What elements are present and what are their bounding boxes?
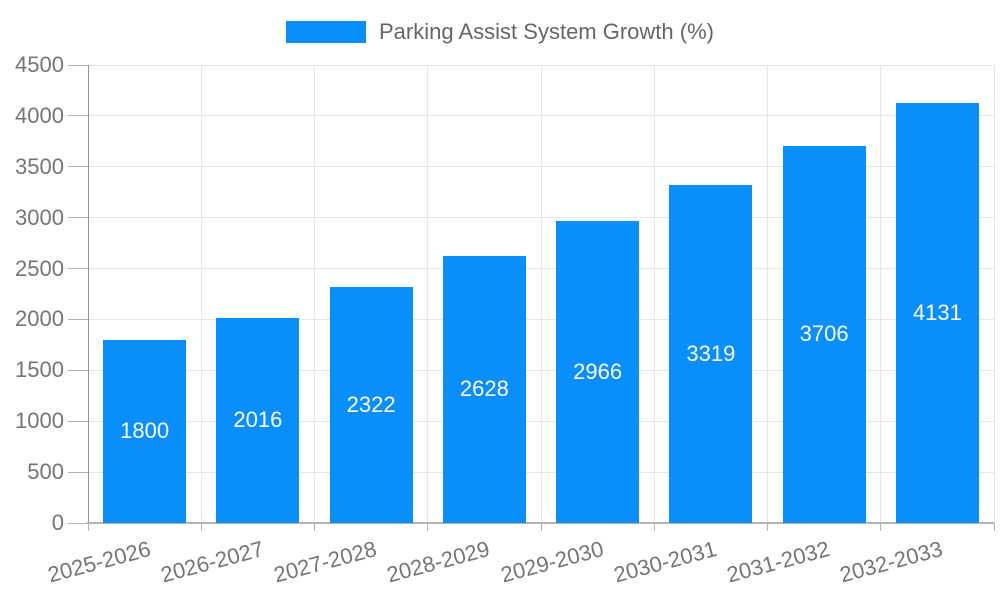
- x-gridline: [314, 65, 315, 523]
- bar: 3319: [669, 185, 753, 523]
- bar-value-label: 2322: [346, 391, 396, 417]
- bar-value-label: 2016: [233, 407, 283, 433]
- y-tick-mark: [68, 217, 88, 219]
- y-tick-mark: [68, 166, 88, 168]
- legend-label: Parking Assist System Growth (%): [379, 19, 714, 44]
- y-tick-label: 500: [27, 459, 64, 485]
- bar: 2966: [556, 221, 640, 523]
- y-tick-mark: [68, 471, 88, 473]
- x-tick-mark: [880, 523, 882, 531]
- x-tick-mark: [653, 523, 655, 531]
- x-gridline: [653, 65, 655, 523]
- x-gridline: [200, 65, 202, 523]
- y-tick-mark: [68, 64, 88, 66]
- y-tick-label: 3500: [15, 153, 64, 179]
- bar: 1800: [103, 339, 187, 523]
- x-tick-mark: [540, 523, 542, 531]
- y-tick-mark: [68, 369, 88, 371]
- bar: 2628: [442, 255, 526, 523]
- y-tick-label: 1500: [15, 357, 64, 383]
- bar: 2322: [329, 286, 413, 523]
- x-tick-mark: [767, 523, 768, 531]
- x-tick-mark: [314, 523, 315, 531]
- bar: 4131: [895, 102, 979, 523]
- y-axis-line: [88, 65, 89, 523]
- y-tick-label: 4500: [15, 52, 64, 77]
- x-gridline: [767, 65, 768, 523]
- y-tick-label: 3000: [15, 204, 64, 230]
- y-tick-mark: [68, 522, 88, 524]
- y-tick-label: 4000: [15, 102, 64, 128]
- y-tick-label: 2000: [15, 306, 64, 332]
- x-tick-mark: [993, 523, 995, 531]
- bar-value-label: 2966: [573, 359, 623, 385]
- y-tick-mark: [68, 420, 88, 422]
- x-tick-mark: [427, 523, 429, 531]
- y-tick-mark: [68, 318, 88, 320]
- x-gridline: [540, 65, 542, 523]
- y-tick-mark: [68, 268, 88, 270]
- y-tick-mark: [68, 115, 88, 117]
- x-gridline: [880, 65, 882, 523]
- bar: 2016: [216, 317, 300, 523]
- y-tick-label: 0: [51, 510, 64, 535]
- x-gridline: [993, 65, 995, 523]
- x-gridline: [427, 65, 429, 523]
- x-tick-mark: [87, 523, 89, 531]
- bar-value-label: 3319: [686, 341, 736, 367]
- bar-value-label: 1800: [120, 418, 170, 444]
- legend-swatch: [286, 21, 366, 43]
- y-tick-label: 2500: [15, 255, 64, 281]
- chart-legend: Parking Assist System Growth (%): [0, 19, 1000, 45]
- plot-area: 0 500 1000 1500 2000 2500 3000 3500 4000 4500 1800…: [15, 53, 995, 587]
- bar-value-label: 3706: [799, 321, 849, 347]
- x-tick-mark: [200, 523, 202, 531]
- bar: 3706: [782, 145, 866, 523]
- bar-value-label: 4131: [912, 299, 962, 325]
- y-tick-label: 1000: [15, 408, 64, 434]
- x-axis-line: [87, 522, 994, 524]
- bar-value-label: 2628: [459, 376, 509, 402]
